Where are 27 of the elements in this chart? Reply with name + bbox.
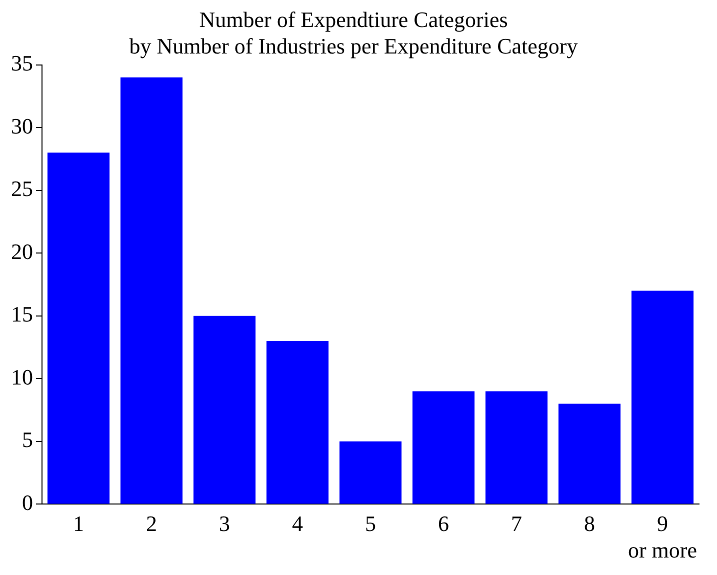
bar <box>266 340 329 504</box>
x-tick-label: 7 <box>511 511 522 536</box>
y-tick-label: 0 <box>22 490 33 515</box>
x-tick-label: 1 <box>73 511 84 536</box>
x-tick-label: 8 <box>584 511 595 536</box>
x-tick-label: 4 <box>292 511 303 536</box>
y-tick-label: 30 <box>11 113 33 138</box>
y-tick-label: 5 <box>22 427 33 452</box>
x-tick-label: 5 <box>365 511 376 536</box>
chart-title: Number of Expendtiure Categories by Number of Industries per Expenditure Category <box>129 6 578 58</box>
y-tick-label: 15 <box>11 302 33 327</box>
x-tick-label: 9 or more <box>628 511 698 563</box>
bar <box>412 391 475 504</box>
y-tick-label: 35 <box>11 50 33 76</box>
x-tick-label: 2 <box>146 511 157 536</box>
bar <box>193 316 256 504</box>
y-tick-label: 20 <box>11 238 33 264</box>
y-tick-label: 10 <box>11 364 33 390</box>
bar <box>120 77 183 504</box>
bar <box>339 441 402 504</box>
bar <box>558 404 621 504</box>
bar <box>631 290 694 504</box>
bar <box>485 391 548 504</box>
x-tick-label: 3 <box>219 511 230 536</box>
y-tick-label: 25 <box>11 176 33 202</box>
bar <box>47 152 110 504</box>
x-tick-label: 6 <box>438 511 449 536</box>
